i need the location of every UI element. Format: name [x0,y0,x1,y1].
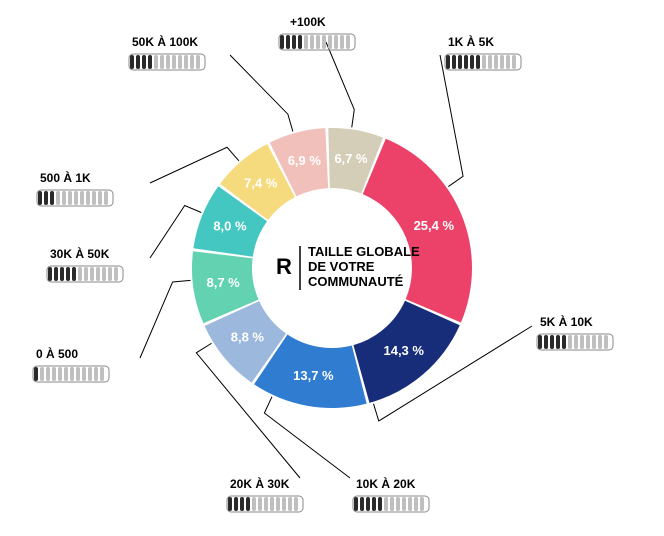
slice-value-1: 14,3 % [383,343,424,358]
slice-value-2: 13,7 % [293,368,334,383]
slice-value-8: 6,7 % [334,151,368,166]
center-title-line-1: DE VOTRE [308,259,375,274]
center-icon: R [276,254,292,279]
slice-label-4: 0 À 500 [36,346,78,361]
slice-value-3: 8,8 % [231,330,265,345]
slice-label-3: 20K À 30K [230,476,290,491]
slice-label-5: 30K À 50K [50,246,110,261]
slice-label-6: 500 À 1K [40,170,91,185]
slice-label-7: 50K À 100K [132,34,198,49]
slice-label-1: 5K À 10K [540,314,593,329]
slice-label-8: +100K [290,15,326,29]
slice-value-4: 8,7 % [206,275,240,290]
donut-chart: 25,4 % 14,3 % 13,7 % 8,8 % 8,7 % 8,0 % 7,4 % 6,… [0,0,664,536]
slice-label-0: 1K À 5K [448,34,494,49]
slice-value-5: 8,0 % [213,218,247,233]
slice-value-0: 25,4 % [414,218,455,233]
slice-value-6: 7,4 % [244,176,278,191]
center-title-line-2: COMMUNAUTÉ [308,274,404,289]
slice-value-7: 6,9 % [288,153,322,168]
slice-label-2: 10K À 20K [356,476,416,491]
center-title-line-0: TAILLE GLOBALE [308,244,420,259]
